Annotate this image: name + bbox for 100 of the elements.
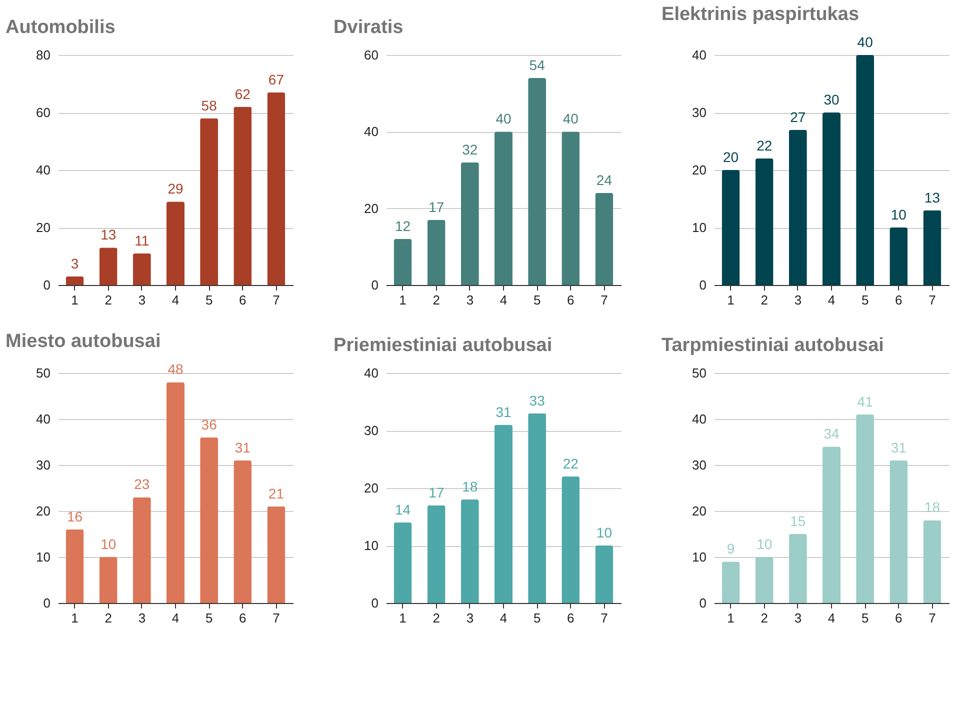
y-tick-label: 40 bbox=[36, 412, 50, 426]
x-tick-label: 3 bbox=[138, 610, 146, 626]
data-label: 10 bbox=[756, 536, 772, 552]
y-tick-label: 10 bbox=[364, 538, 378, 553]
x-tick-label: 5 bbox=[861, 292, 869, 308]
x-tick-label: 4 bbox=[828, 292, 836, 308]
data-label: 20 bbox=[722, 149, 739, 165]
x-tick-label: 5 bbox=[205, 610, 213, 626]
data-label: 15 bbox=[790, 513, 806, 529]
y-tick-label: 30 bbox=[692, 105, 706, 120]
x-tick-label: 7 bbox=[928, 292, 936, 308]
x-tick-label: 7 bbox=[272, 610, 280, 626]
y-tick-label: 30 bbox=[692, 458, 706, 472]
data-label: 14 bbox=[394, 502, 411, 518]
x-tick-label: 7 bbox=[928, 610, 936, 626]
y-tick-label: 10 bbox=[36, 550, 50, 564]
y-tick-label: 40 bbox=[364, 124, 378, 140]
x-tick-label: 5 bbox=[533, 610, 541, 626]
y-tick-label: 10 bbox=[692, 550, 706, 564]
x-tick-label: 5 bbox=[533, 292, 541, 308]
x-tick-label: 1 bbox=[399, 292, 406, 308]
data-label: 31 bbox=[890, 439, 907, 456]
bar bbox=[234, 106, 252, 285]
data-label: 3 bbox=[70, 255, 79, 272]
y-tick-label: 40 bbox=[692, 48, 706, 62]
x-tick-label: 1 bbox=[727, 292, 734, 308]
x-tick-label: 6 bbox=[567, 292, 574, 308]
data-label: 30 bbox=[824, 92, 840, 108]
x-tick-label: 4 bbox=[172, 292, 180, 308]
data-label: 31 bbox=[496, 404, 512, 420]
bar bbox=[755, 557, 774, 603]
data-label: 40 bbox=[496, 110, 512, 127]
data-label: 17 bbox=[428, 484, 444, 500]
x-tick-label: 7 bbox=[272, 292, 280, 308]
bar bbox=[755, 158, 774, 285]
bar bbox=[722, 170, 740, 285]
data-label: 17 bbox=[428, 198, 444, 215]
y-tick-label: 0 bbox=[699, 596, 706, 610]
x-tick-label: 7 bbox=[600, 292, 608, 308]
y-tick-label: 40 bbox=[692, 412, 706, 426]
y-tick-label: 60 bbox=[36, 105, 50, 120]
y-tick-label: 20 bbox=[692, 162, 706, 178]
data-label: 18 bbox=[924, 499, 940, 516]
bar bbox=[923, 210, 942, 285]
x-tick-label: 2 bbox=[432, 610, 440, 626]
x-tick-label: 3 bbox=[794, 610, 802, 626]
y-tick-label: 20 bbox=[364, 200, 378, 216]
bar bbox=[856, 414, 874, 603]
x-tick-label: 2 bbox=[432, 292, 440, 308]
bar bbox=[460, 162, 479, 285]
x-tick-label: 1 bbox=[71, 610, 78, 626]
x-tick-label: 2 bbox=[104, 292, 112, 308]
bar bbox=[822, 112, 840, 285]
chart-title: Miesto autobusai bbox=[6, 331, 161, 352]
y-tick-label: 30 bbox=[36, 458, 50, 472]
bar bbox=[267, 506, 286, 603]
x-tick-label: 6 bbox=[239, 610, 246, 626]
x-tick-label: 6 bbox=[239, 292, 246, 308]
chart-title: Priemiestiniai autobusai bbox=[334, 335, 552, 356]
bar bbox=[427, 505, 446, 603]
x-tick-label: 6 bbox=[895, 292, 902, 308]
bar bbox=[856, 55, 874, 285]
data-label: 13 bbox=[924, 189, 940, 206]
data-label: 22 bbox=[756, 138, 772, 154]
y-tick-label: 0 bbox=[43, 278, 50, 292]
x-tick-label: 6 bbox=[567, 610, 574, 626]
bar bbox=[890, 460, 908, 603]
x-tick-label: 1 bbox=[71, 292, 78, 308]
bar bbox=[66, 529, 84, 603]
x-tick-label: 3 bbox=[466, 610, 474, 626]
data-label: 40 bbox=[857, 34, 874, 50]
bar bbox=[132, 253, 151, 285]
bar bbox=[890, 228, 908, 285]
y-tick-label: 0 bbox=[371, 278, 378, 292]
data-label: 22 bbox=[562, 456, 579, 472]
data-label: 31 bbox=[234, 439, 251, 456]
bar bbox=[166, 202, 184, 285]
bar bbox=[66, 276, 84, 285]
data-label: 18 bbox=[462, 478, 478, 494]
bar bbox=[427, 220, 446, 285]
y-tick-label: 20 bbox=[692, 504, 706, 518]
y-tick-label: 10 bbox=[692, 220, 706, 235]
y-tick-label: 50 bbox=[36, 366, 50, 380]
y-tick-label: 40 bbox=[36, 162, 50, 178]
bar bbox=[595, 193, 614, 285]
bar bbox=[99, 557, 118, 603]
x-tick-label: 1 bbox=[727, 610, 734, 626]
bar bbox=[460, 500, 479, 603]
x-tick-label: 4 bbox=[172, 610, 180, 626]
x-tick-label: 3 bbox=[138, 292, 146, 308]
data-label: 29 bbox=[168, 180, 184, 197]
x-tick-label: 3 bbox=[794, 292, 802, 308]
x-tick-label: 5 bbox=[205, 292, 213, 308]
data-label: 24 bbox=[596, 172, 612, 188]
chart-title: Elektrinis paspirtukas bbox=[662, 4, 860, 25]
y-tick-label: 0 bbox=[699, 278, 706, 292]
data-label: 58 bbox=[201, 97, 218, 114]
bar bbox=[562, 132, 580, 285]
bar bbox=[166, 382, 184, 603]
bar bbox=[722, 562, 740, 603]
